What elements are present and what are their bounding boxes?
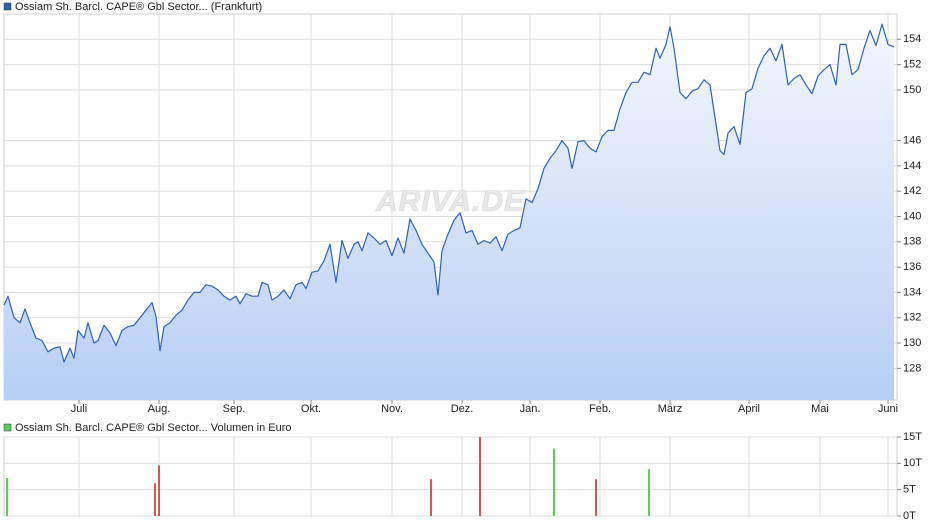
volume-bar [430, 479, 432, 516]
y-tick-label: 134 [903, 286, 921, 298]
x-tick-label: Dez. [451, 403, 474, 415]
x-tick-label: Feb. [589, 403, 611, 415]
y-tick-label: 136 [903, 261, 921, 273]
volume-bar [553, 448, 555, 516]
volume-bar [158, 465, 160, 516]
y-tick-label: 130 [903, 337, 921, 349]
y-tick-label: 152 [903, 59, 921, 71]
x-tick-label: Juni [878, 403, 898, 415]
volume-bar [479, 437, 481, 516]
volume-bar [595, 479, 597, 516]
x-tick-label: Sep. [223, 403, 246, 415]
x-tick-label: Okt. [301, 403, 321, 415]
y-tick-label: 128 [903, 362, 921, 374]
y-tick-label: 150 [903, 84, 921, 96]
legend-label: Ossiam Sh. Barcl. CAPE® Gbl Sector... Vo… [15, 422, 292, 434]
price-line [3, 23, 895, 363]
x-tick-label: Nov. [381, 403, 403, 415]
y-tick-label: 142 [903, 185, 921, 197]
y-tick-label: 10T [903, 457, 922, 469]
legend-swatch [3, 2, 12, 11]
volume-bar [6, 478, 8, 516]
y-tick-label: 15T [903, 431, 922, 443]
area-fill [4, 24, 894, 400]
y-tick-label: 0T [903, 510, 916, 522]
plot-frame [3, 436, 898, 517]
x-tick-label: Mai [811, 403, 829, 415]
watermark: ARIVA.DE [375, 185, 525, 218]
y-tick-label: 132 [903, 312, 921, 324]
legend-swatch [3, 423, 12, 432]
y-tick-label: 146 [903, 134, 921, 146]
y-tick-label: 154 [903, 33, 921, 45]
legend-label: Ossiam Sh. Barcl. CAPE® Gbl Sector... (F… [15, 1, 262, 13]
y-tick-label: 140 [903, 210, 921, 222]
x-tick-label: Juli [71, 403, 88, 415]
y-tick-label: 144 [903, 160, 921, 172]
x-tick-label: April [738, 403, 760, 415]
volume-bar [648, 469, 650, 516]
x-tick-label: März [658, 403, 682, 415]
x-tick-label: Aug. [148, 403, 171, 415]
y-tick-label: 5T [903, 484, 916, 496]
x-tick-label: Jan. [520, 403, 541, 415]
volume-bar [154, 483, 156, 516]
y-tick-label: 138 [903, 236, 921, 248]
